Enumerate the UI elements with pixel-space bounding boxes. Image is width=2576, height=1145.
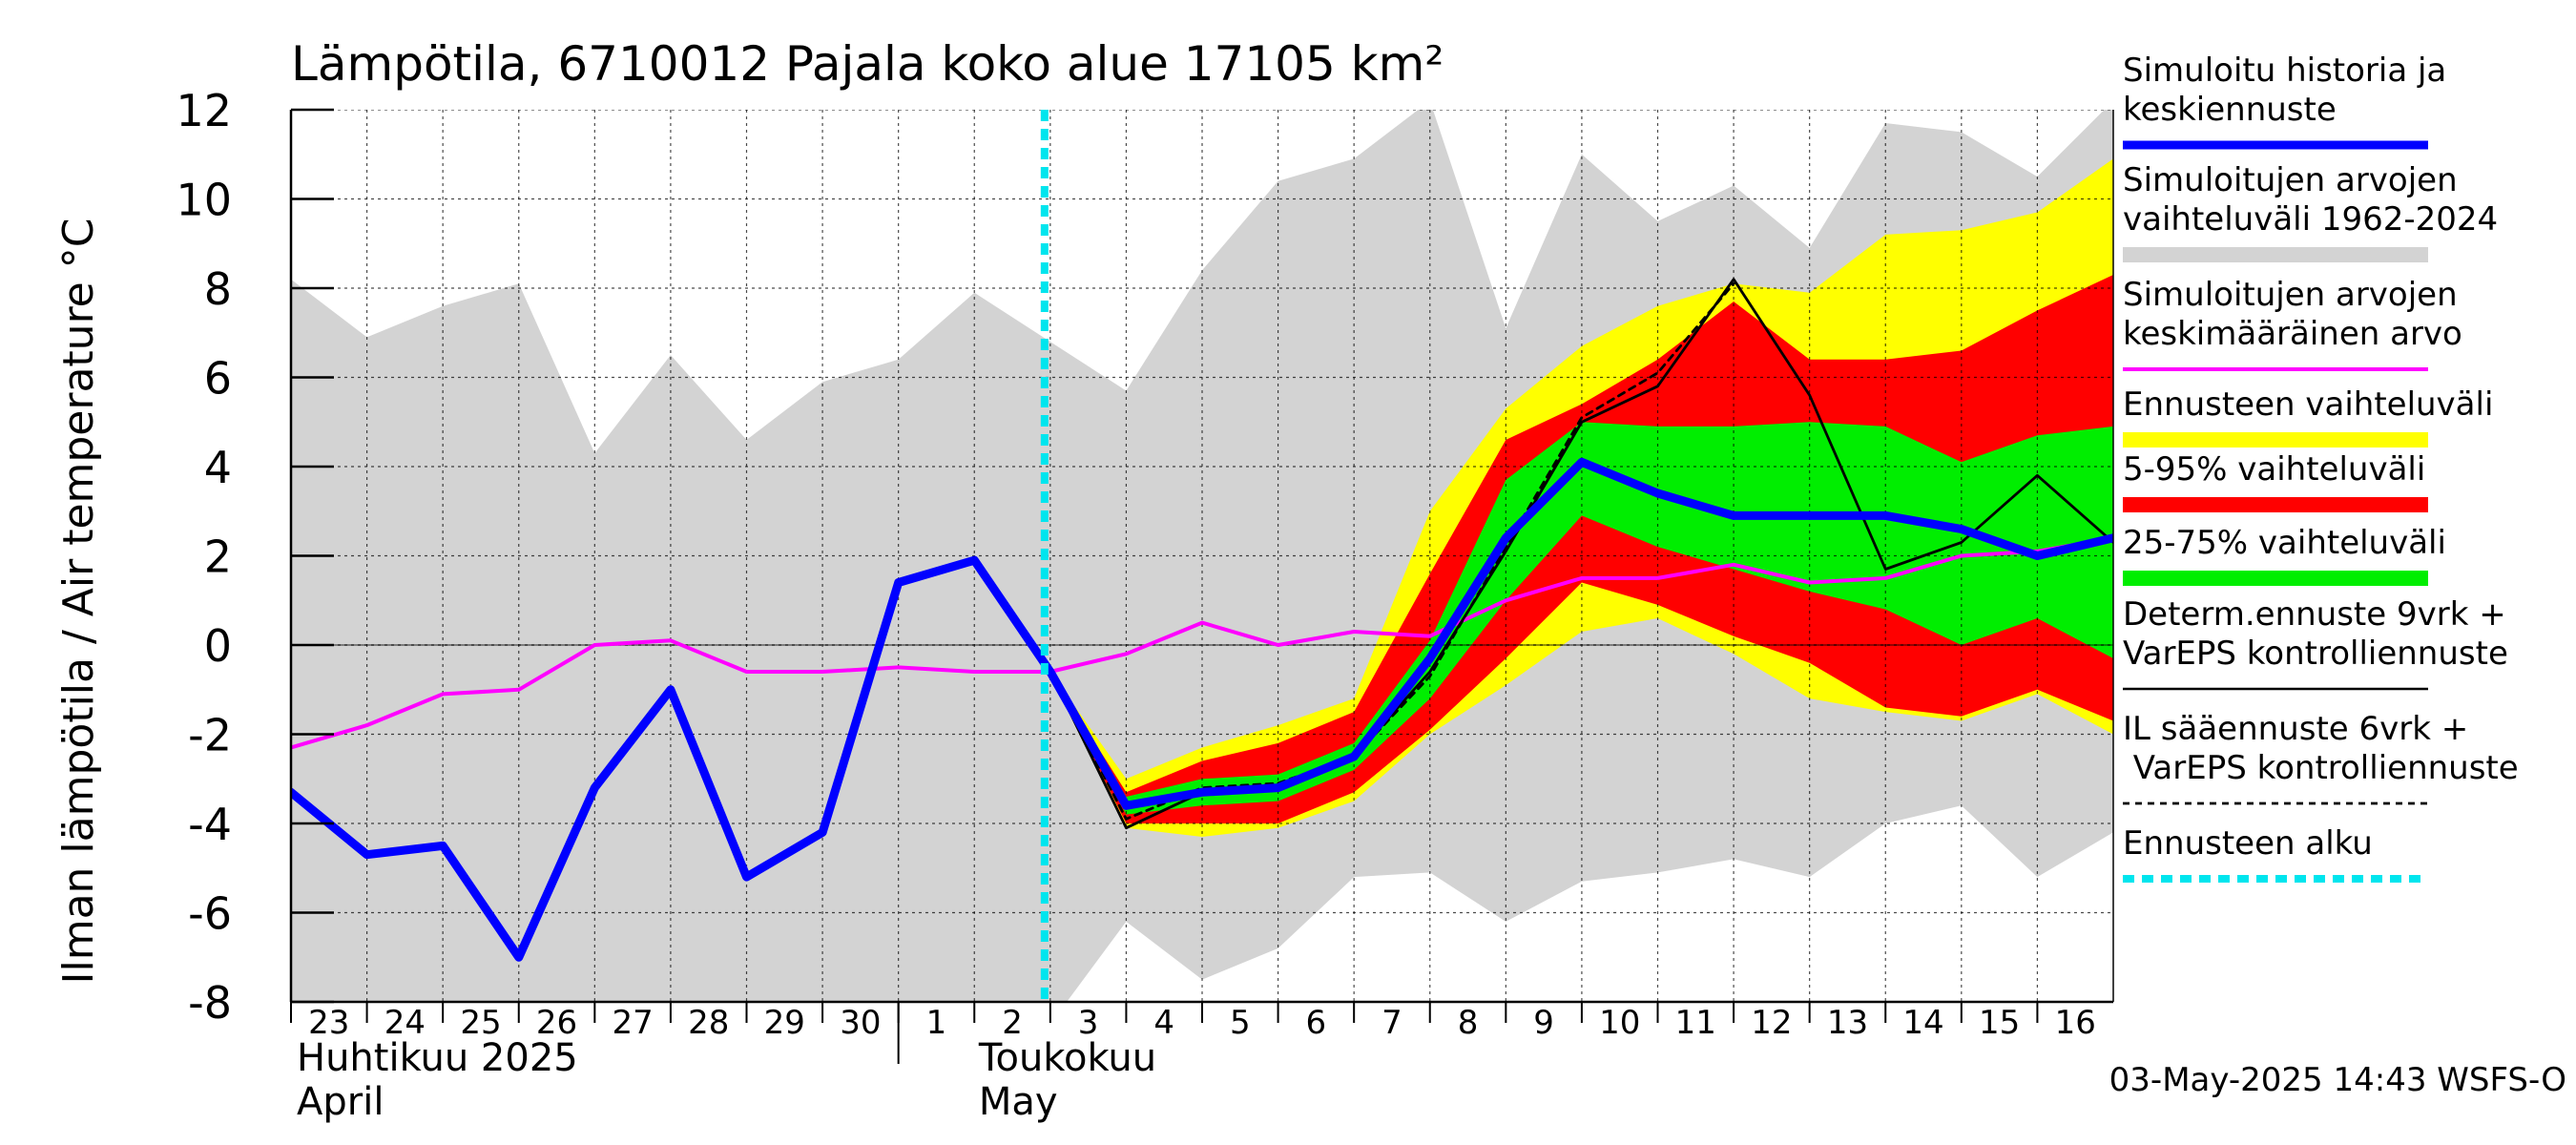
legend-label: Simuloitu historia ja keskiennuste (2123, 52, 2446, 129)
legend-label: 25-75% vaihteluväli (2123, 524, 2446, 562)
x-tick-label: 30 (840, 1004, 881, 1042)
x-tick-label: 2 (1002, 1004, 1023, 1042)
y-tick-label: 8 (204, 263, 232, 315)
legend-label: Simuloitujen arvojen vaihteluväli 1962-20… (2123, 161, 2498, 239)
legend-label: Ennusteen vaihteluväli (2123, 385, 2493, 424)
legend-label: Determ.ennuste 9vrk + VarEPS kontrollienn… (2123, 595, 2508, 673)
x-tick-label: 10 (1599, 1004, 1640, 1042)
y-tick-label: -4 (188, 799, 232, 850)
plot-area (291, 110, 2113, 1002)
x-tick-label: 28 (688, 1004, 729, 1042)
y-tick-label: 10 (176, 175, 232, 226)
y-tick-label: 6 (204, 353, 232, 405)
legend-label: IL sääennuste 6vrk + VarEPS kontrollienn… (2123, 710, 2519, 787)
x-tick-label: 14 (1902, 1004, 1943, 1042)
x-tick-label: 6 (1306, 1004, 1327, 1042)
series-determ-ennuste-9vrk-vareps-kontrolliennuste (972, 278, 2113, 830)
series-layer (291, 110, 2113, 1002)
y-tick-label: -2 (188, 710, 232, 761)
y-tick-label: 0 (204, 620, 232, 672)
x-tick-label: 12 (1751, 1004, 1792, 1042)
band-5-95-vaihteluv-li (1049, 275, 2113, 823)
timestamp: 03-May-2025 14:43 WSFS-O (2109, 1061, 2566, 1099)
y-tick-label: -6 (188, 888, 232, 940)
x-tick-label: 11 (1675, 1004, 1716, 1042)
x-tick-label: 13 (1827, 1004, 1868, 1042)
x-tick-label: 9 (1533, 1004, 1554, 1042)
x-tick-label: 4 (1153, 1004, 1174, 1042)
x-tick-label: 3 (1078, 1004, 1099, 1042)
y-tick-label: -8 (188, 977, 232, 1029)
x-tick-label: 15 (1979, 1004, 2020, 1042)
y-tick-label: 2 (204, 531, 232, 583)
chart-title: Lämpötila, 6710012 Pajala koko alue 1710… (291, 36, 1444, 92)
x-tick-label: 16 (2055, 1004, 2096, 1042)
month-label-fi: Toukokuu (978, 1036, 1156, 1080)
x-tick-label: 1 (926, 1004, 947, 1042)
x-tick-label: 25 (460, 1004, 501, 1042)
series-simuloitujen-arvojen-keskim-r-inen-arvo (291, 535, 2113, 750)
band-25-75-vaihteluv-li (1049, 422, 2113, 815)
x-tick-label: 7 (1381, 1004, 1402, 1042)
x-tick-label: 8 (1458, 1004, 1479, 1042)
legend-label: Simuloitujen arvojen keskimääräinen arvo (2123, 276, 2462, 353)
y-tick-label: 4 (204, 442, 232, 493)
x-tick-label: 5 (1230, 1004, 1251, 1042)
x-tick-label: 29 (764, 1004, 805, 1042)
x-tick-label: 23 (308, 1004, 349, 1042)
series-simuloitu-historia-ja-keskiennuste (291, 457, 2113, 962)
x-tick-label: 27 (612, 1004, 653, 1042)
legend-label: 5-95% vaihteluväli (2123, 450, 2425, 489)
y-axis-label: Ilman lämpötila / Air temperature °C (54, 219, 103, 985)
x-tick-label: 24 (384, 1004, 426, 1042)
legend-label: Ennusteen alku (2123, 824, 2373, 863)
month-label-en: May (979, 1080, 1058, 1124)
month-label-en: April (297, 1080, 384, 1124)
x-tick-label: 26 (536, 1004, 577, 1042)
y-tick-label: 12 (176, 85, 232, 136)
month-label-fi: Huhtikuu 2025 (297, 1036, 578, 1080)
legend: Simuloitu historia ja keskiennuste Simuloi… (2123, 52, 2519, 883)
